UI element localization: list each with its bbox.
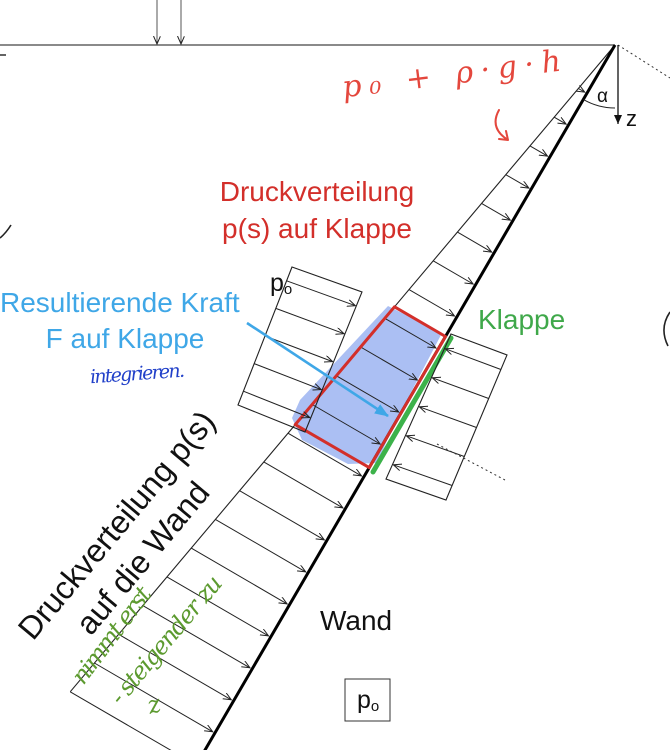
- ambient-pressure-label: po: [270, 269, 292, 298]
- ambient-pressure-arrow: [275, 307, 344, 333]
- angle-arc: [583, 99, 616, 109]
- normal-dotted-line: [617, 44, 670, 79]
- left-ambient-pressure-box: [237, 266, 363, 433]
- pressure-arrow: [384, 317, 436, 348]
- pressure-arrow: [142, 605, 250, 668]
- axis-label: z: [626, 106, 637, 131]
- pressure-arrow: [287, 432, 362, 476]
- handwriting-mark: [663, 311, 670, 347]
- handwriting-mark: [0, 224, 12, 239]
- ambient-pressure-box-symbol: p: [357, 686, 371, 714]
- resultant-label-line2: F auf Klappe: [46, 323, 205, 354]
- ambient-pressure-box-frame: [344, 678, 391, 722]
- ambient-pressure-arrow: [286, 280, 356, 306]
- flap-pressure-label-line1: Druckverteilung: [220, 176, 415, 207]
- pressure-arrow: [69, 691, 172, 750]
- formula-hook-arrow: [494, 109, 509, 141]
- pressure-arrow: [529, 145, 548, 156]
- flap-pressure-outline: [293, 305, 447, 470]
- flap-pressure-label-line2: p(s) auf Klappe: [222, 213, 412, 244]
- pressure-arrow: [190, 547, 287, 604]
- ambient-pressure-box-label: po: [357, 686, 379, 715]
- ambient-pressure-arrow: [264, 335, 333, 362]
- wall-label: Wand: [320, 605, 392, 636]
- flap-label: Klappe: [478, 304, 565, 335]
- flap-line: [370, 335, 454, 475]
- pressure-arrow: [432, 260, 473, 284]
- pressure-arrow: [94, 662, 212, 732]
- pressure-arrow: [553, 116, 566, 124]
- pressure-arrow: [166, 576, 269, 636]
- pressure-arrow: [118, 633, 232, 700]
- left-ambient-pressure-arrows: [243, 280, 356, 418]
- pressure-arrow: [215, 518, 305, 572]
- pressure-arrow: [408, 289, 455, 316]
- pressure-arrow: [360, 346, 418, 380]
- resultant-label-line1: Resultierende Kraft: [0, 287, 240, 318]
- ambient-pressure-arrow: [445, 349, 502, 370]
- ambient-pressure-subscript: o: [284, 281, 292, 298]
- ambient-pressure-box-subscript: o: [371, 698, 379, 715]
- ambient-pressure-arrow: [254, 363, 321, 390]
- pressure-arrow: [311, 404, 380, 445]
- pressure-arrow: [239, 490, 325, 540]
- ambient-pressure-symbol: p: [270, 269, 284, 297]
- right-ambient-pressure-arrows: [393, 349, 502, 486]
- pressure-arrow: [578, 89, 584, 93]
- ambient-pressure-arrow: [406, 436, 465, 457]
- pressure-arrow: [457, 231, 491, 252]
- pressure-arrow: [481, 202, 511, 220]
- ambient-pressure-arrow: [243, 390, 309, 417]
- pressure-arrow: [263, 461, 343, 508]
- flap-force-fill: [292, 306, 442, 464]
- ambient-pressure-arrow: [419, 407, 477, 428]
- right-ambient-pressure-box: [385, 333, 508, 501]
- ambient-pressure-arrow: [393, 465, 453, 486]
- wall-pressure-arrows: [69, 89, 585, 750]
- ambient-pressure-arrow: [432, 378, 489, 399]
- resultant-force-arrow: [246, 321, 389, 418]
- angle-label: α: [597, 86, 608, 107]
- pressure-arrow: [505, 174, 529, 188]
